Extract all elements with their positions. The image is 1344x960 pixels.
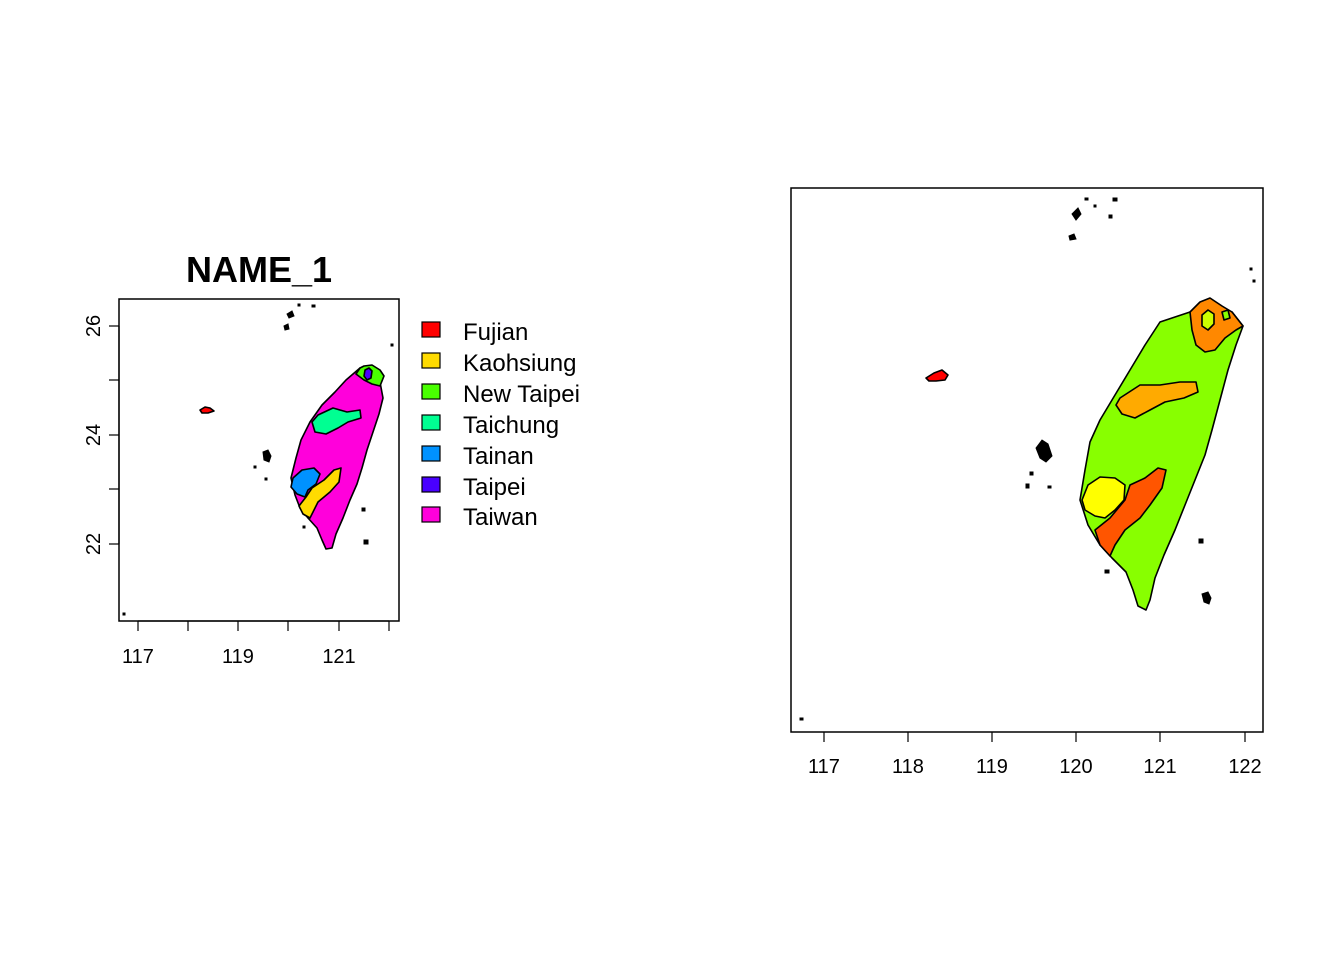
legend-swatch xyxy=(421,476,441,493)
legend-item: Fujian xyxy=(421,319,528,346)
legend-item: Kaohsiung xyxy=(421,350,576,377)
islet xyxy=(297,303,301,307)
left-x-tick-label: 119 xyxy=(222,646,254,668)
region-kaohsiung xyxy=(1094,467,1167,557)
right-map-panel: 117 118 119 120 121 122 xyxy=(790,187,1264,778)
legend-swatch xyxy=(421,445,441,462)
islet xyxy=(253,465,257,469)
legend-swatch xyxy=(421,506,441,523)
right-x-tick-label: 122 xyxy=(1228,756,1261,778)
right-plot-frame xyxy=(790,187,1264,733)
legend-item: New Taipei xyxy=(421,381,580,408)
legend-item: Taiwan xyxy=(421,504,538,531)
islet xyxy=(1252,279,1256,283)
region-taipei xyxy=(363,367,373,381)
islet xyxy=(363,539,369,545)
legend-label: Taichung xyxy=(463,412,559,439)
left-y-tick-label: 24 xyxy=(83,424,105,446)
region-taichung xyxy=(311,407,362,435)
legend-label: Taipei xyxy=(463,474,526,501)
legend-swatch xyxy=(421,414,441,431)
islet xyxy=(1047,485,1052,489)
islet xyxy=(1249,267,1253,271)
matsu-islands xyxy=(1068,207,1082,241)
left-x-tick-label: 121 xyxy=(322,646,355,668)
region-taichung xyxy=(1115,381,1199,419)
right-map-regions xyxy=(799,197,1256,721)
islet xyxy=(1112,197,1118,202)
legend-label: Kaohsiung xyxy=(463,350,576,377)
right-x-tick-label: 119 xyxy=(976,756,1008,778)
region-keelung xyxy=(1221,309,1231,321)
region-fujian xyxy=(199,406,215,414)
islet xyxy=(1084,197,1089,201)
right-x-axis: 117 118 119 120 121 122 xyxy=(808,732,1262,778)
right-x-tick-label: 120 xyxy=(1059,756,1092,778)
region-taiwan xyxy=(1079,304,1244,611)
left-y-axis: 26 24 22 xyxy=(83,315,120,555)
islet xyxy=(1108,214,1113,219)
legend: Fujian Kaohsiung New Taipei Taichung Tai… xyxy=(421,319,580,531)
right-x-tick-label: 117 xyxy=(808,756,840,778)
legend-label: Fujian xyxy=(463,319,528,346)
legend-item: Taipei xyxy=(421,474,526,501)
islet xyxy=(799,717,804,721)
islet xyxy=(1029,471,1034,476)
region-new-taipei xyxy=(1189,297,1244,353)
penghu-islands xyxy=(262,449,272,463)
region-taiwan xyxy=(290,367,384,550)
matsu-islands xyxy=(283,310,295,331)
legend-label: Taiwan xyxy=(463,504,538,531)
left-map-regions xyxy=(122,303,394,616)
islet xyxy=(1093,204,1097,208)
islet xyxy=(390,343,394,347)
region-kaohsiung xyxy=(298,467,342,519)
left-x-tick-label: 117 xyxy=(122,646,154,668)
left-x-axis: 117 119 121 xyxy=(122,620,390,668)
legend-item: Taichung xyxy=(421,412,559,439)
islet xyxy=(311,304,316,308)
legend-swatch xyxy=(421,383,441,400)
right-x-tick-label: 121 xyxy=(1143,756,1176,778)
islet xyxy=(1198,538,1204,544)
penghu-islands xyxy=(1035,439,1053,463)
left-map-title: NAME_1 xyxy=(186,249,332,290)
left-y-tick-label: 26 xyxy=(83,315,105,337)
legend-item: Tainan xyxy=(421,443,534,470)
lanyu-island xyxy=(1201,591,1212,605)
islet xyxy=(122,612,126,616)
islet xyxy=(361,507,366,512)
left-map-panel: NAME_1 117 119 121 26 24 22 xyxy=(83,249,580,668)
legend-swatch xyxy=(421,321,441,338)
islet xyxy=(302,525,306,529)
islet xyxy=(1025,483,1030,489)
islet xyxy=(1104,569,1110,574)
legend-label: Tainan xyxy=(463,443,534,470)
region-taipei xyxy=(1201,309,1215,331)
region-fujian xyxy=(925,369,949,382)
right-x-tick-label: 118 xyxy=(892,756,924,778)
left-y-tick-label: 22 xyxy=(83,533,105,555)
legend-label: New Taipei xyxy=(463,381,580,408)
region-tainan xyxy=(290,467,321,498)
islet xyxy=(264,477,268,481)
legend-swatch xyxy=(421,352,441,369)
